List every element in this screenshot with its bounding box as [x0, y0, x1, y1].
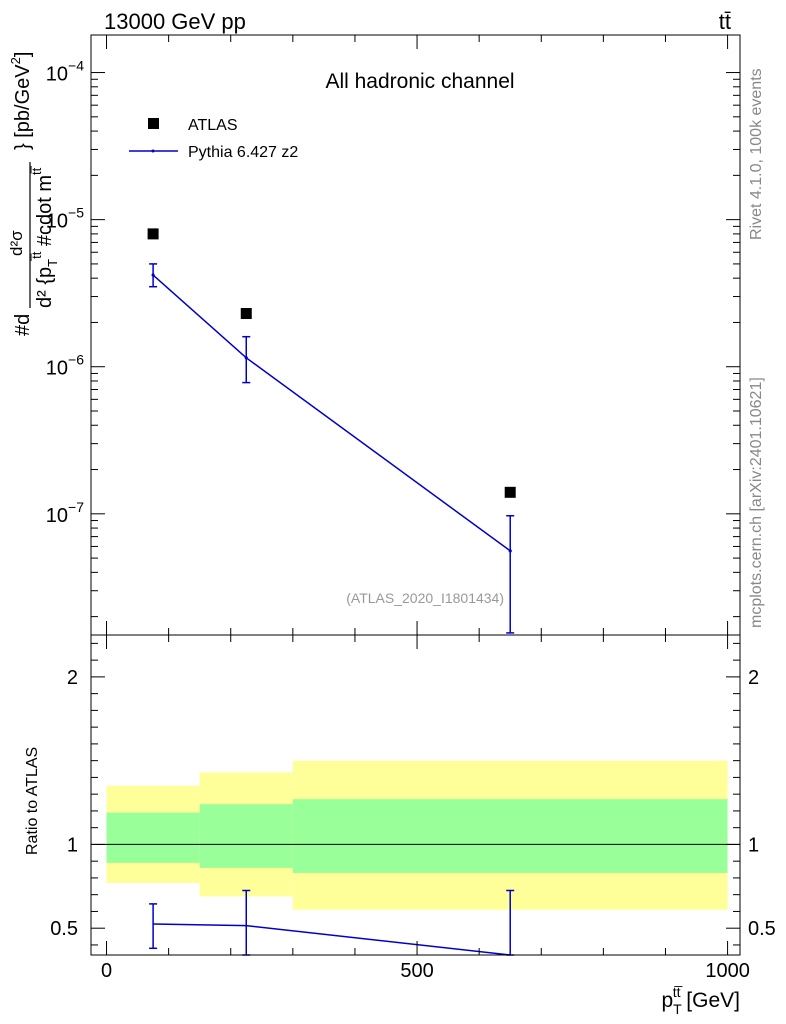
ratio-uncertainty-band-inner	[106, 812, 200, 863]
mcplots-reference-label: mcplots.cern.ch [arXiv:2401.10621]	[748, 377, 765, 628]
legend-pythia-dot	[151, 149, 155, 153]
main-y-tick-label-base: 10	[46, 505, 68, 527]
analysis-id-label: (ATLAS_2020_I1801434)	[346, 590, 504, 606]
header-energy-label: 13000 GeV pp	[104, 9, 246, 34]
ratio-y-tick-label-right: 0.5	[748, 918, 776, 940]
ylabel-superscript-ttbar: t̅t	[29, 251, 44, 261]
ylabel-superscript-m: tt̅	[29, 166, 44, 175]
ratio-x-tick-label: 500	[400, 960, 433, 982]
pythia-point	[151, 273, 155, 277]
ratio-y-tick-label-right: 2	[748, 667, 759, 689]
ratio-panel-frame	[90, 634, 741, 956]
main-y-tick-label: 10−6	[46, 352, 84, 380]
ylabel-units: } [pb/GeV2]	[8, 52, 34, 150]
main-y-tick-label: 10−5	[46, 205, 84, 233]
legend-atlas-marker	[148, 118, 159, 129]
ratio-uncertainty-band-inner	[199, 804, 293, 868]
xlabel-units: [GeV]	[680, 989, 740, 1012]
main-y-tick-label: 10−7	[46, 499, 84, 527]
ylabel-prefix: #d	[12, 314, 34, 336]
ratio-x-tick-label: 1000	[705, 960, 750, 982]
ratio-marks	[91, 760, 740, 956]
ylabel-numerator: d²σ	[7, 230, 26, 256]
main-y-tick-label-base: 10	[46, 358, 68, 380]
rivet-version-label: Rivet 4.1.0, 100k events	[748, 68, 765, 240]
main-y-tick-label-exp: −4	[68, 58, 84, 74]
ylabel-units-main: } [pb/GeV	[12, 64, 34, 150]
ylabel-denominator: d² {pTt̅t #cdot mtt̅	[29, 166, 60, 308]
ratio-pythia-line	[153, 923, 511, 956]
atlas-point	[147, 228, 159, 240]
pythia-line	[152, 274, 511, 552]
atlas-point	[240, 308, 252, 320]
ylabel-denominator-main: d² {p	[34, 267, 56, 308]
main-y-tick-label-exp: −5	[68, 205, 84, 221]
main-y-axis: 10−410−510−610−7	[46, 35, 740, 635]
main-y-tick-label-exp: −6	[68, 352, 84, 368]
ratio-axes: 0.5 0.5 1 1 2 2 0 500 1000	[50, 635, 776, 982]
legend-pythia-label: Pythia 6.427 z2	[188, 144, 298, 161]
ratio-y-axis-label: Ratio to ATLAS	[24, 747, 41, 855]
xlabel-subscript-t: T	[673, 1001, 682, 1017]
main-panel-title: All hadronic channel	[325, 70, 514, 93]
main-marks	[147, 228, 516, 634]
ratio-uncertainty-band-inner	[292, 799, 728, 873]
main-y-tick-label-base: 10	[46, 64, 68, 86]
ratio-y-tick-label: 0.5	[50, 918, 78, 940]
ylabel-subscript-t: T	[45, 259, 60, 267]
ratio-x-axis-label: pTtt̅ [GeV]	[661, 984, 740, 1017]
legend-atlas-label: ATLAS	[188, 117, 238, 134]
ylabel-cdot-m: #cdot m	[34, 175, 56, 252]
pythia-point	[244, 356, 248, 360]
ylabel-units-close: ]	[12, 52, 34, 58]
ratio-y-tick-label: 2	[67, 667, 78, 689]
main-y-tick-label: 10−4	[46, 58, 84, 86]
ratio-y-tick-label-right: 1	[748, 834, 759, 856]
ratio-x-tick-label: 0	[101, 960, 112, 982]
main-y-tick-label-base: 10	[46, 211, 68, 233]
pythia-point	[508, 549, 512, 553]
legend: ATLAS Pythia 6.427 z2	[129, 117, 298, 161]
atlas-point	[504, 486, 516, 498]
main-y-axis-label: #d d²σ d² {pTt̅t #cdot mtt̅ } [pb/GeV2]	[7, 52, 60, 336]
main-panel: 10−410−510−610−7 All hadronic channel (A…	[7, 34, 741, 636]
ratio-panel: 0.5 0.5 1 1 2 2 0 500 1000 Ratio to ATLAS pTtt̅ …	[24, 634, 776, 1017]
header-process-label: tt̄	[719, 9, 731, 34]
xlabel-p: p	[661, 989, 673, 1012]
ylabel-units-exp: 2	[8, 57, 23, 64]
xlabel-superscript-ttbar: tt̅	[673, 984, 684, 1000]
main-y-tick-label-exp: −7	[68, 499, 84, 515]
ratio-y-tick-label: 1	[67, 834, 78, 856]
